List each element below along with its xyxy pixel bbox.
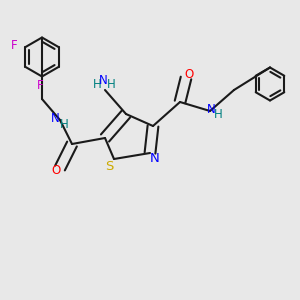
Text: N: N (207, 103, 216, 116)
Text: N: N (99, 74, 108, 88)
Text: H: H (107, 78, 116, 91)
Text: H: H (60, 118, 69, 131)
Text: O: O (184, 68, 194, 82)
Text: H: H (93, 78, 102, 91)
Text: S: S (105, 160, 114, 173)
Text: F: F (11, 39, 18, 52)
Text: O: O (51, 164, 60, 178)
Text: N: N (150, 152, 159, 166)
Text: F: F (37, 79, 44, 92)
Text: N: N (51, 112, 60, 125)
Text: H: H (214, 108, 223, 121)
